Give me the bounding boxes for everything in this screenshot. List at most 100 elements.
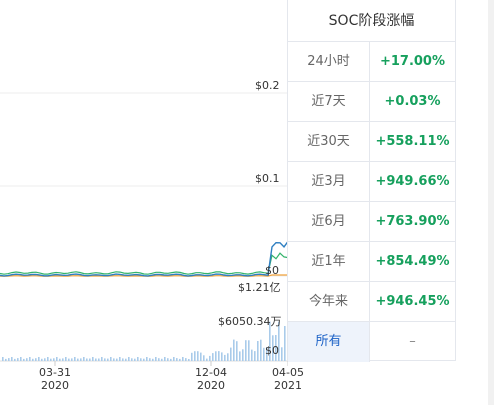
period-change-value: +558.11%: [375, 134, 450, 149]
x-axis-label: 04-05 2021: [268, 366, 308, 392]
secondary-series-line: [0, 252, 288, 275]
volume-bar: [32, 358, 34, 361]
volume-bar: [179, 358, 181, 361]
volume-bar: [263, 347, 265, 361]
volume-bar: [80, 358, 82, 361]
x-axis-label: 12-04 2020: [191, 366, 231, 392]
x-axis-year: 2021: [274, 379, 302, 392]
page-scroll-rail[interactable]: [488, 0, 494, 405]
volume-bar: [59, 358, 61, 361]
volume-bar: [119, 357, 121, 361]
volume-bar: [164, 357, 166, 361]
volume-bar: [137, 357, 139, 361]
volume-bar: [197, 351, 199, 361]
volume-bar: [158, 358, 160, 361]
price-tick-label: $0.2: [255, 79, 280, 92]
volume-bar: [50, 358, 52, 361]
table-row: 24小时 +17.00%: [288, 42, 455, 82]
volume-bar: [17, 358, 19, 361]
price-tick-label: $0.1: [255, 172, 280, 185]
volume-bar: [146, 357, 148, 361]
volume-bar: [89, 358, 91, 361]
volume-bar: [233, 339, 235, 361]
period-change-value: +854.49%: [375, 254, 450, 269]
volume-bar: [272, 335, 274, 361]
volume-bar: [44, 358, 46, 361]
table-row: 近30天 +558.11%: [288, 122, 455, 162]
price-tick-label: $0: [265, 264, 279, 277]
volume-bar: [152, 358, 154, 361]
volume-bar: [113, 358, 115, 361]
volume-bar: [260, 339, 262, 361]
volume-bar: [284, 326, 286, 361]
x-axis-date: 12-04: [195, 366, 227, 379]
volume-bar: [110, 357, 112, 361]
volume-bar: [14, 358, 16, 361]
volume-bar: [5, 358, 7, 361]
period-change-table: SOC阶段涨幅 24小时 +17.00% 近7天 +0.03% 近30天 +55…: [287, 0, 456, 362]
table-row: 近7天 +0.03%: [288, 82, 455, 122]
volume-bar: [257, 341, 259, 361]
volume-bar: [122, 358, 124, 361]
x-axis-year: 2020: [197, 379, 225, 392]
volume-bar: [242, 349, 244, 361]
volume-tick-label: $6050.34万: [218, 315, 282, 328]
volume-bar: [131, 358, 133, 361]
volume-bar: [8, 358, 10, 361]
volume-bar: [71, 358, 73, 361]
period-label: 近6月: [288, 202, 370, 241]
volume-bar: [20, 357, 22, 361]
x-axis-date: 04-05: [272, 366, 304, 379]
volume-bar: [149, 358, 151, 361]
x-axis-label: 03-31 2020: [35, 366, 75, 392]
table-title: SOC阶段涨幅: [288, 0, 455, 42]
volume-bars: [2, 321, 288, 361]
period-label: 近1年: [288, 242, 370, 281]
volume-bar: [239, 351, 241, 361]
period-label: 今年来: [288, 282, 370, 321]
x-axis-date: 03-31: [39, 366, 71, 379]
volume-bar: [41, 358, 43, 361]
period-label: 近7天: [288, 82, 370, 121]
volume-bar: [53, 358, 55, 361]
volume-bar: [266, 347, 268, 361]
volume-bar: [65, 357, 67, 361]
volume-bar: [29, 357, 31, 361]
period-label: 24小时: [288, 42, 370, 81]
volume-tick-label: $1.21亿: [238, 281, 281, 294]
volume-bar: [224, 354, 226, 361]
all-period-value: –: [409, 334, 416, 349]
volume-bar: [245, 340, 247, 361]
volume-bar: [86, 358, 88, 361]
volume-bar: [275, 335, 277, 361]
volume-bar: [206, 358, 208, 361]
volume-bar: [104, 358, 106, 361]
volume-bar: [230, 347, 232, 361]
volume-bar: [215, 351, 217, 361]
volume-bar: [62, 358, 64, 361]
period-label: 近30天: [288, 122, 370, 161]
volume-bar: [68, 358, 70, 361]
all-period-button[interactable]: 所有: [288, 322, 370, 362]
volume-bar: [92, 357, 94, 361]
volume-bar: [83, 357, 85, 361]
volume-bar: [116, 358, 118, 361]
price-chart-canvas: [0, 92, 288, 366]
volume-bar: [26, 358, 28, 361]
period-change-value: +949.66%: [375, 174, 450, 189]
volume-bar: [167, 358, 169, 361]
table-row-all: 所有 –: [288, 322, 455, 362]
volume-bar: [200, 352, 202, 361]
volume-bar: [101, 357, 103, 361]
volume-bar: [134, 358, 136, 361]
volume-bar: [128, 357, 130, 361]
volume-bar: [203, 355, 205, 361]
period-label: 近3月: [288, 162, 370, 201]
volume-bar: [251, 349, 253, 361]
volume-bar: [125, 358, 127, 361]
volume-bar: [281, 347, 283, 361]
volume-bar: [212, 353, 214, 361]
volume-bar: [269, 321, 271, 361]
volume-bar: [47, 357, 49, 361]
table-row: 近6月 +763.90%: [288, 202, 455, 242]
